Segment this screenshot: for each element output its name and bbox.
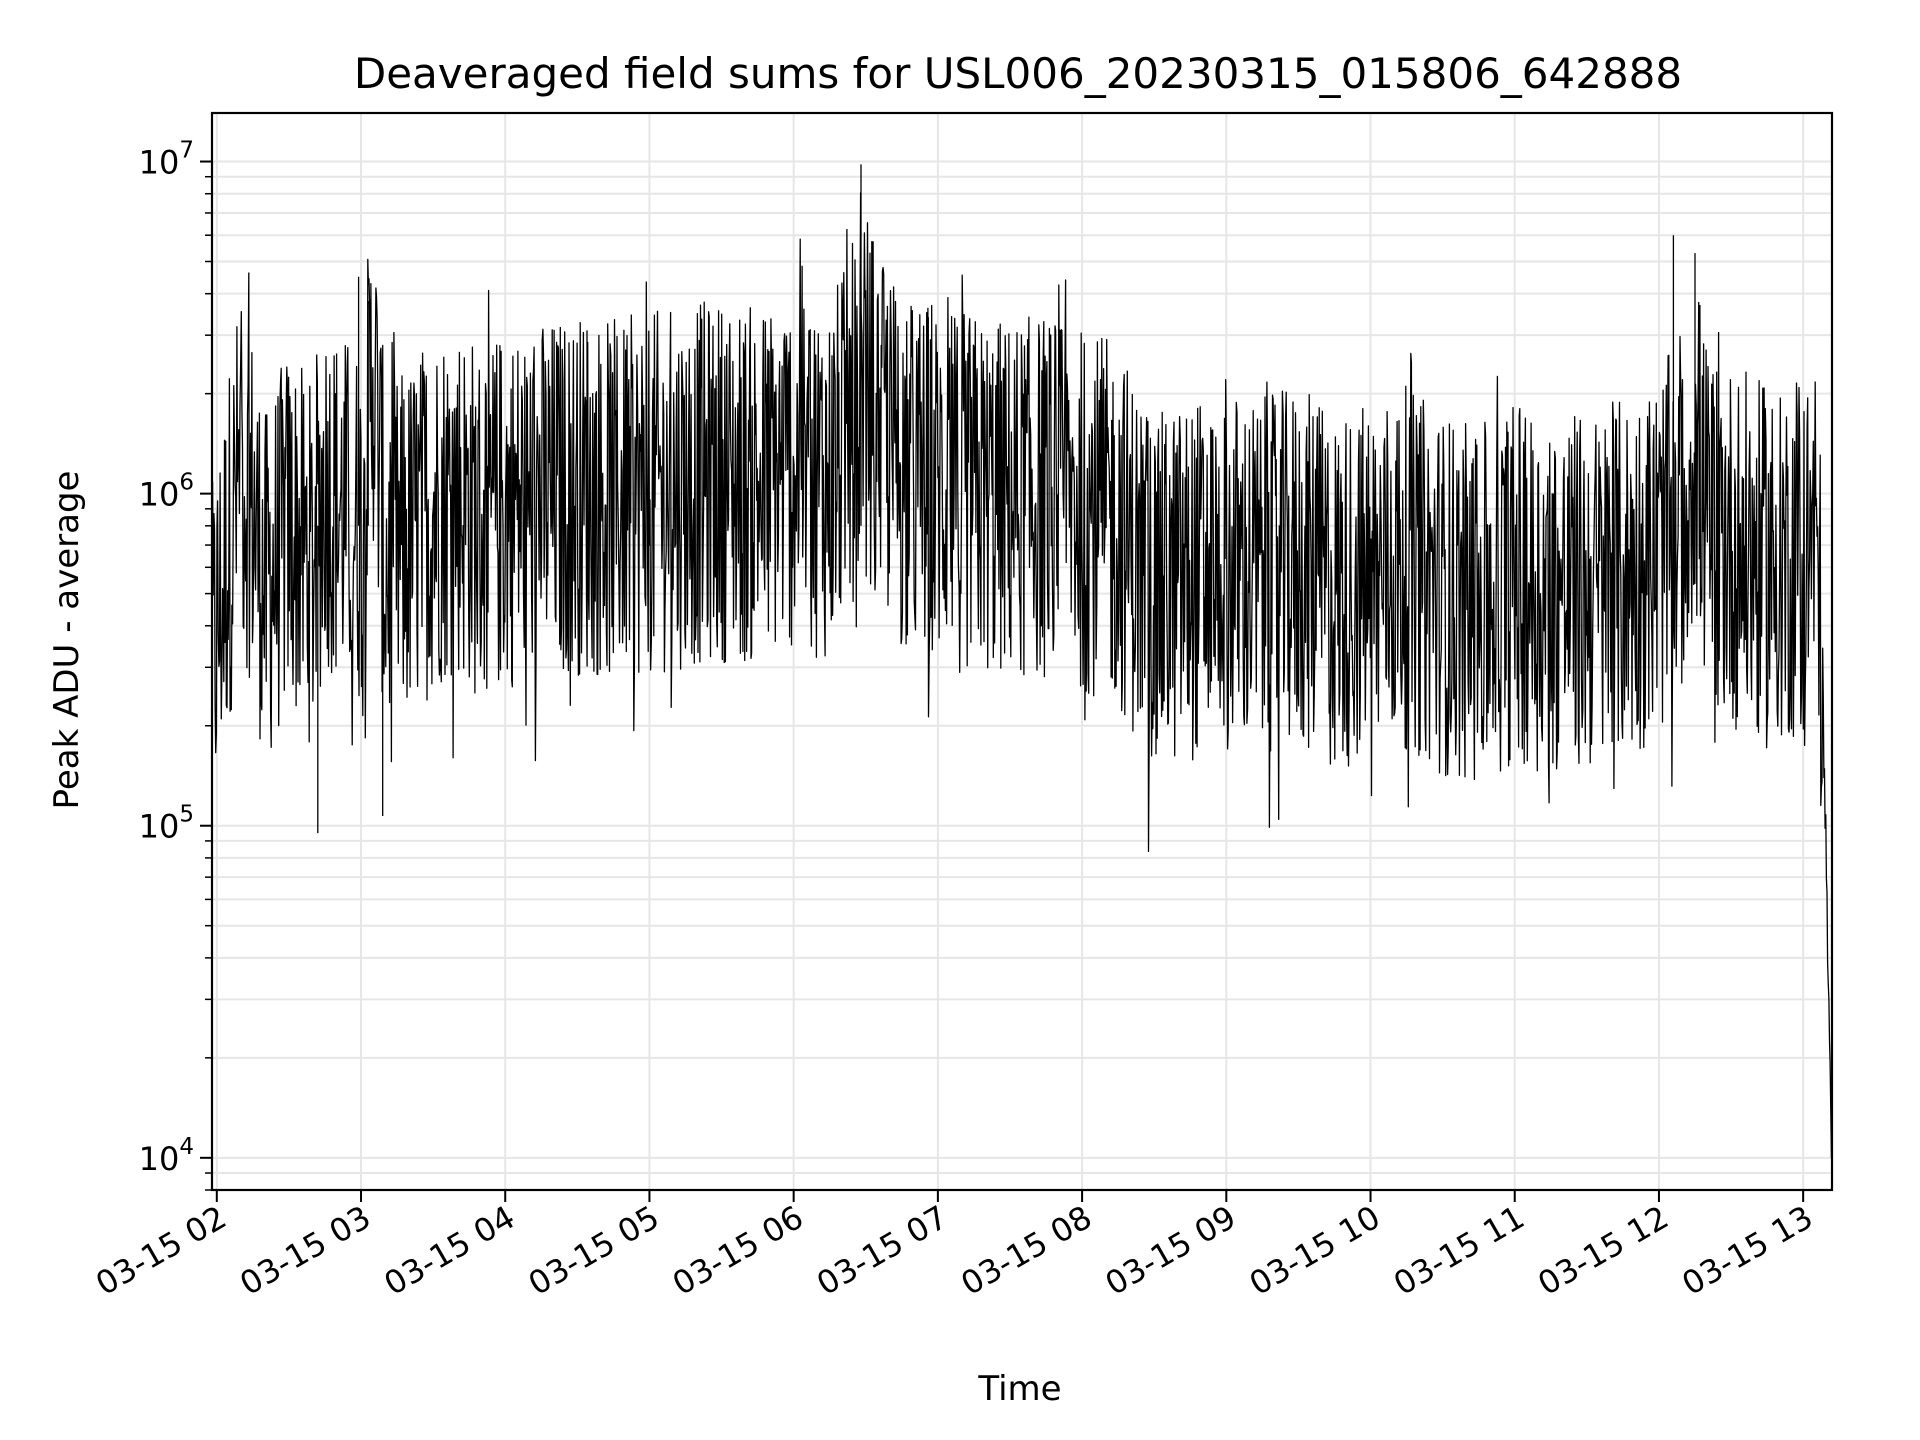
y-tick-label: 107 <box>139 138 194 182</box>
series-line <box>211 164 1833 1158</box>
plot-frame <box>210 111 1834 1192</box>
chart-title: Deaveraged field sums for USL006_2023031… <box>354 49 1682 98</box>
x-axis-label: Time <box>977 1369 1061 1409</box>
y-axis-label: Peak ADU - average <box>47 471 87 810</box>
grid <box>212 113 1832 1191</box>
y-axis: 104 105 106 107 <box>139 138 212 1191</box>
y-tick-label: 106 <box>139 470 194 514</box>
y-tick-label: 105 <box>139 802 194 846</box>
plot-area <box>211 164 1833 1158</box>
y-tick-label: 104 <box>139 1134 194 1178</box>
